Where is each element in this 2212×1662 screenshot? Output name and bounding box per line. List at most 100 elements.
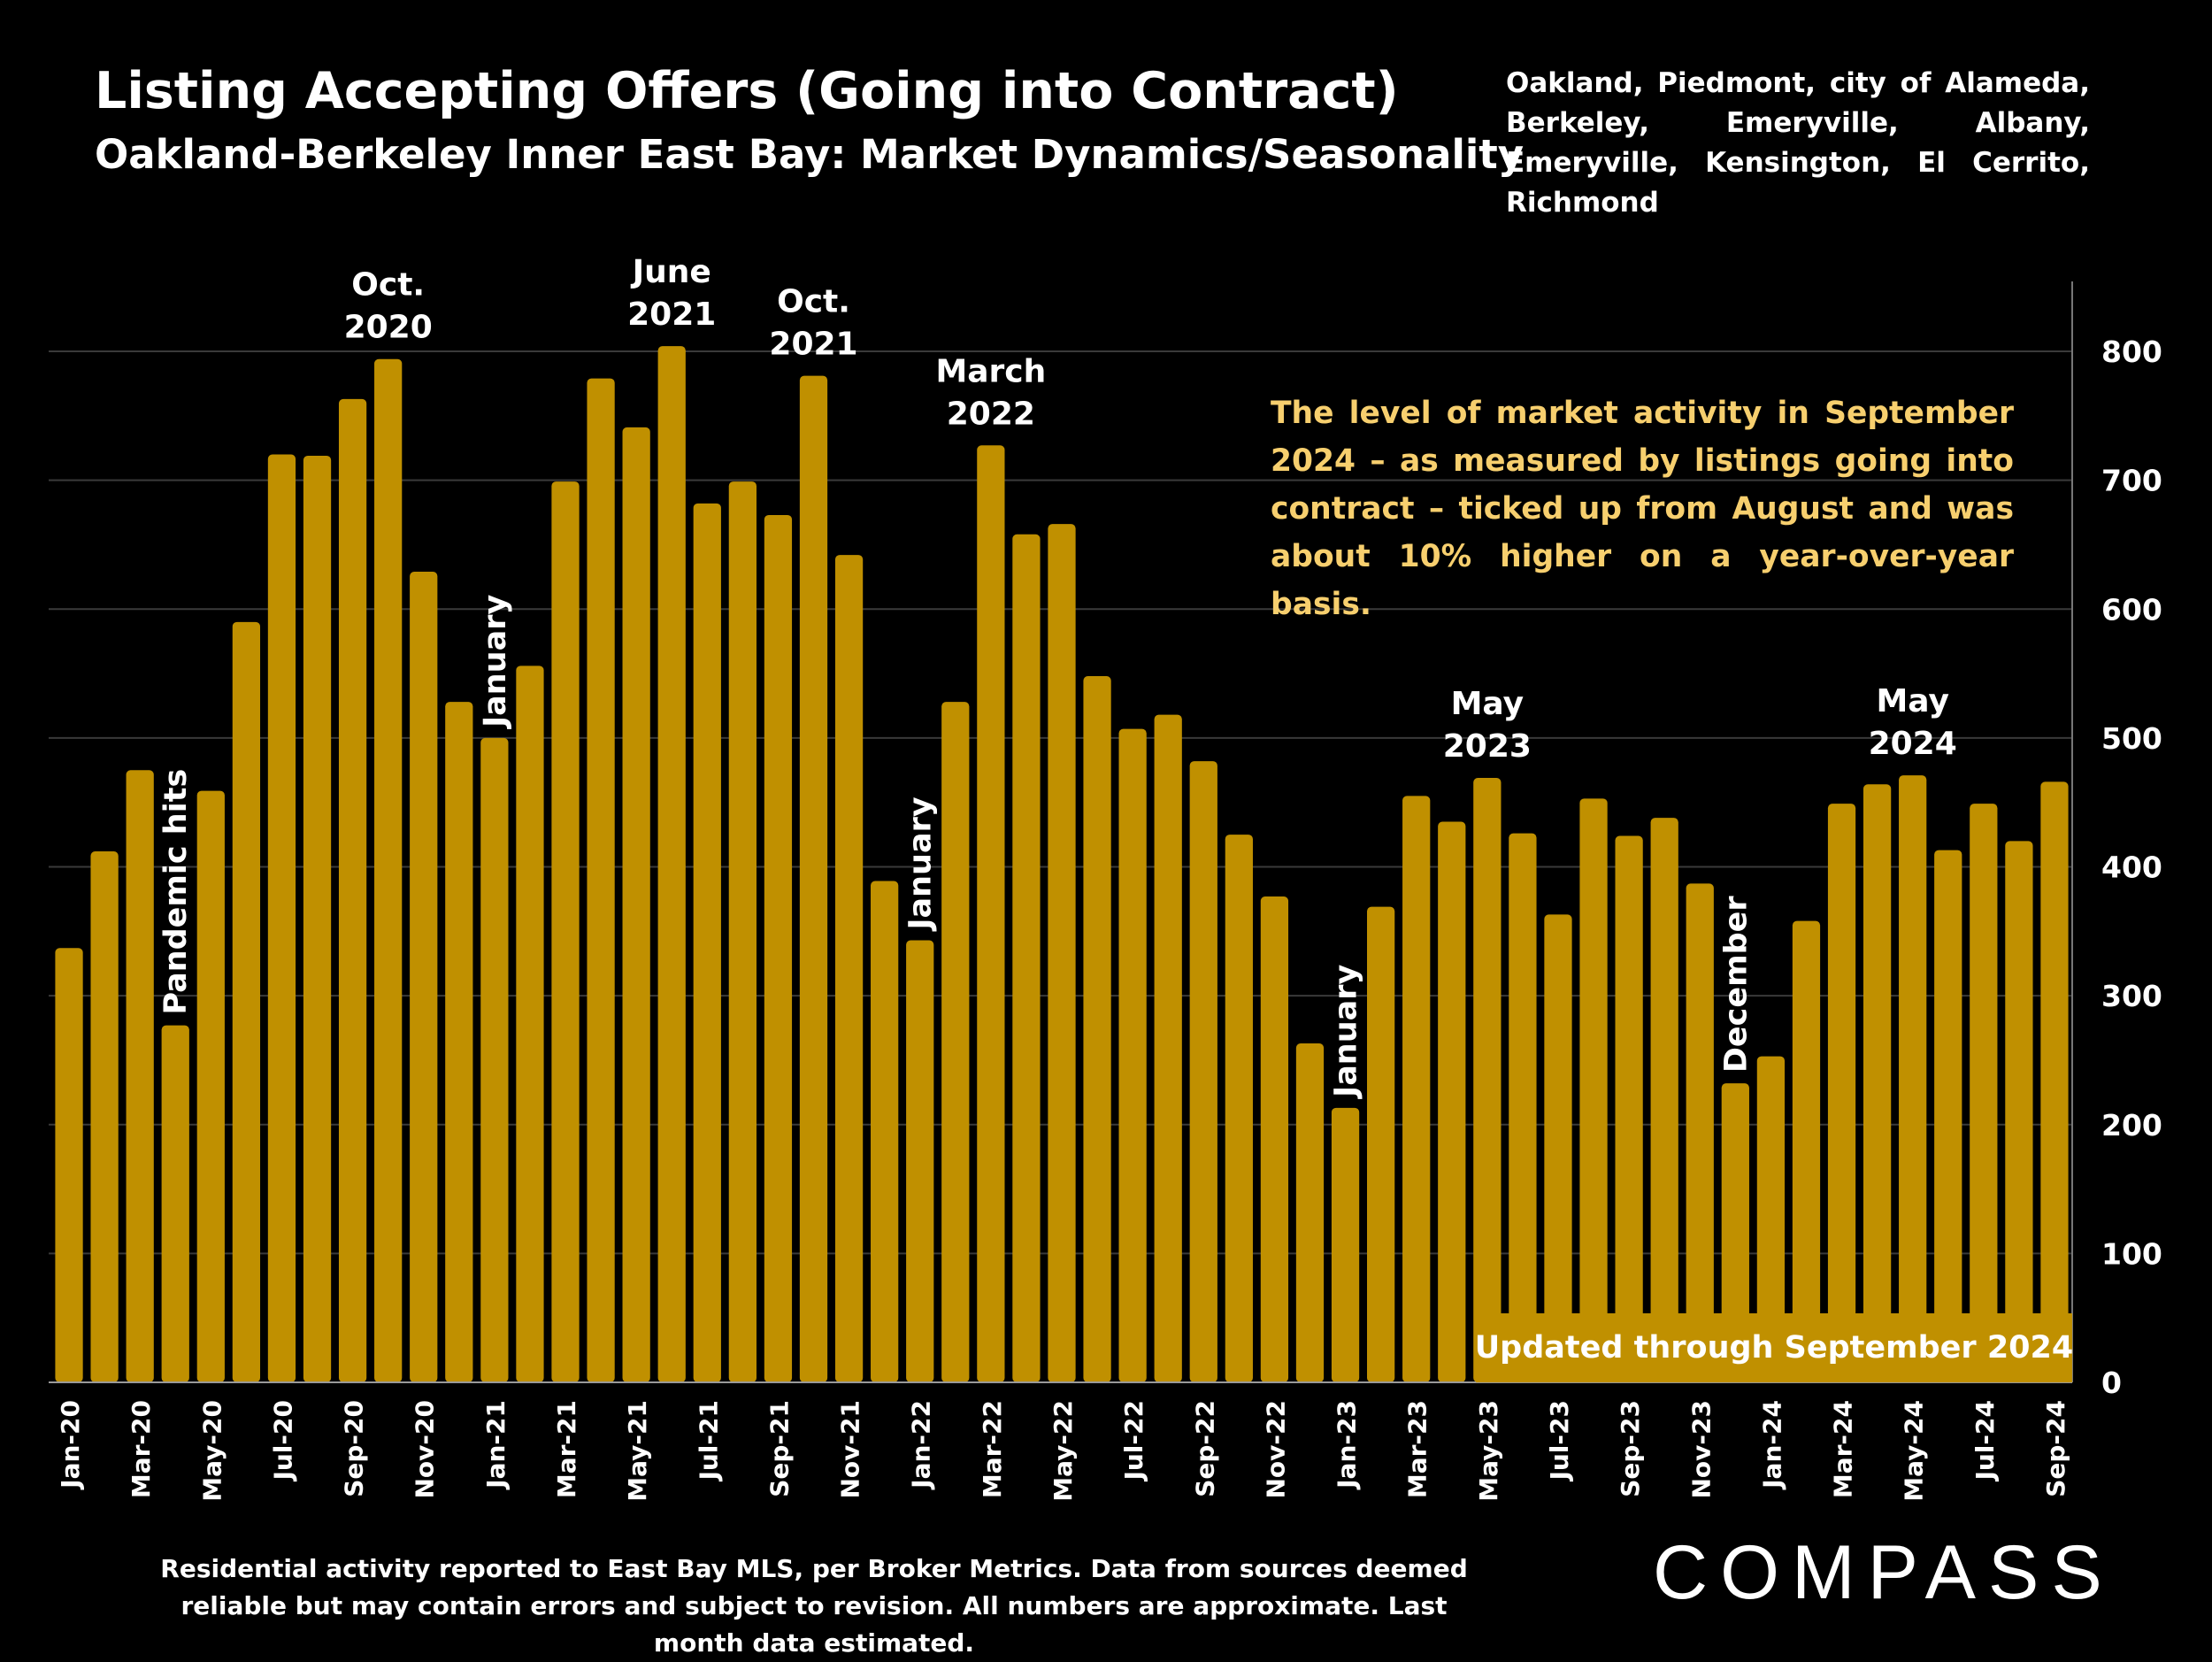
- x-tick-label: Mar-21: [552, 1400, 581, 1498]
- bar-Nov-21: [834, 555, 864, 1382]
- annotation-label: January: [903, 796, 939, 931]
- x-tick-label: Jan-22: [907, 1400, 936, 1490]
- y-tick-label: 500: [2101, 721, 2162, 756]
- x-tick-label: May-23: [1474, 1400, 1503, 1502]
- y-tick-label: 700: [2101, 464, 2162, 498]
- bar-Sep-23: [1615, 835, 1643, 1382]
- x-tick-label: Jul-23: [1545, 1400, 1574, 1482]
- x-tick-label: Mar-24: [1829, 1400, 1858, 1498]
- bar-Sep-24: [2040, 781, 2069, 1382]
- annotation-line: May: [1451, 686, 1524, 722]
- annotation-label: December: [1718, 896, 1754, 1073]
- bar-Aug-23: [1579, 798, 1608, 1382]
- bar-Jun-24: [1934, 850, 1962, 1382]
- bar-Mar-23: [1402, 796, 1431, 1382]
- annotation-line: March: [935, 353, 1046, 389]
- x-tick-label: Nov-23: [1686, 1400, 1716, 1499]
- x-tick-label: Jul-21: [694, 1400, 723, 1482]
- annotation-line: June: [630, 254, 711, 290]
- x-tick-label: Sep-24: [2041, 1400, 2070, 1497]
- bar-Aug-22: [1154, 714, 1182, 1382]
- x-tick-label: Mar-22: [978, 1400, 1007, 1498]
- y-tick-label: 200: [2101, 1108, 2162, 1143]
- y-tick-label: 800: [2101, 335, 2162, 369]
- updated-label: Updated through September 2024: [1475, 1330, 2073, 1366]
- bar-Dec-20: [445, 702, 473, 1382]
- bar-Oct-23: [1650, 818, 1678, 1382]
- bar-Apr-20: [161, 1025, 189, 1382]
- x-tick-label: Nov-22: [1261, 1400, 1290, 1499]
- x-tick-label: Jan-21: [481, 1400, 511, 1490]
- annotation-line: 2021: [769, 327, 857, 363]
- bar-Feb-20: [90, 851, 119, 1382]
- bar-Dec-22: [1295, 1043, 1325, 1382]
- bar-Oct-21: [799, 375, 828, 1383]
- bar-Sep-21: [764, 514, 793, 1382]
- updated-box: [1476, 1313, 2072, 1382]
- bar-chart: 0 100 200 300 400 500 600 700 800 Updated through…: [49, 254, 2162, 1502]
- bar-Jan-22: [906, 940, 934, 1382]
- annotation-label: Oct. 2021: [769, 284, 857, 363]
- x-tick-label: Nov-20: [411, 1400, 440, 1499]
- x-tick-label: Sep-20: [340, 1400, 369, 1497]
- bar-Oct-20: [374, 358, 403, 1382]
- annotation-label: June 2021: [627, 254, 716, 333]
- x-tick-label: May-22: [1048, 1400, 1078, 1502]
- bar-Jan-21: [480, 737, 509, 1382]
- x-tick-label: Nov-21: [836, 1400, 865, 1499]
- annotation-line: Oct.: [777, 284, 850, 320]
- bar-Jul-22: [1118, 728, 1147, 1382]
- bar-Jun-22: [1083, 675, 1111, 1382]
- y-tick-label: 300: [2101, 979, 2162, 1013]
- annotation-line: 2020: [344, 310, 433, 346]
- bar-Feb-22: [941, 702, 970, 1382]
- bar-Sep-22: [1189, 761, 1217, 1382]
- bar-Jul-23: [1544, 914, 1572, 1382]
- annotation-label: Oct. 2020: [344, 267, 433, 346]
- x-tick-label: Jan-24: [1757, 1400, 1786, 1490]
- logo-text: COMPASS: [1653, 1530, 2115, 1613]
- annotation-label: January: [1329, 964, 1364, 1098]
- bar-Apr-22: [1012, 534, 1041, 1382]
- bar-Apr-23: [1438, 821, 1466, 1382]
- bar-Feb-24: [1792, 920, 1821, 1382]
- x-tick-label: Mar-20: [127, 1400, 156, 1498]
- annotation-line: 2024: [1869, 726, 1957, 762]
- x-tick-label: May-21: [623, 1400, 652, 1502]
- bar-Nov-23: [1686, 883, 1714, 1382]
- bar-May-24: [1899, 775, 1927, 1382]
- bar-Jan-20: [55, 948, 83, 1382]
- bar-Mar-24: [1827, 804, 1856, 1382]
- bar-Jul-21: [693, 503, 721, 1382]
- annotation-label: January: [478, 595, 513, 729]
- bar-Jun-20: [232, 621, 261, 1382]
- bar-Jan-23: [1331, 1107, 1360, 1382]
- bar-Mar-20: [126, 770, 154, 1382]
- annotation-label: May 2023: [1443, 686, 1532, 765]
- insight-text: The level of market activity in Septembe…: [1271, 396, 2014, 622]
- x-tick-label: Sep-23: [1616, 1400, 1645, 1497]
- bar-Mar-22: [977, 445, 1005, 1382]
- y-tick-label: 400: [2101, 850, 2162, 885]
- chart-title: Listing Accepting Offers (Going into Con…: [95, 62, 1399, 120]
- bar-Feb-23: [1367, 906, 1395, 1382]
- annotation-line: 2021: [627, 296, 716, 333]
- bar-Jun-23: [1509, 833, 1537, 1382]
- annotation-line: 2022: [947, 396, 1035, 432]
- bar-May-23: [1473, 778, 1502, 1382]
- bar-Jul-24: [1970, 804, 1998, 1382]
- annotation-label: May 2024: [1869, 683, 1957, 762]
- bar-Jul-20: [267, 454, 296, 1382]
- bar-Mar-21: [551, 481, 580, 1382]
- bar-Aug-24: [2005, 841, 2033, 1382]
- bar-Dec-23: [1721, 1083, 1749, 1382]
- bar-Nov-20: [410, 572, 438, 1382]
- y-tick-label: 600: [2101, 592, 2162, 627]
- x-tick-label: Jul-20: [268, 1400, 297, 1482]
- x-tick-label: Mar-23: [1403, 1400, 1432, 1498]
- bar-Sep-20: [338, 398, 367, 1383]
- regions-list: Oakland, Piedmont, city of Alameda, Berk…: [1506, 67, 2090, 219]
- x-tick-label: May-20: [197, 1400, 227, 1502]
- bar-May-20: [196, 790, 225, 1382]
- annotation-line: May: [1876, 683, 1948, 719]
